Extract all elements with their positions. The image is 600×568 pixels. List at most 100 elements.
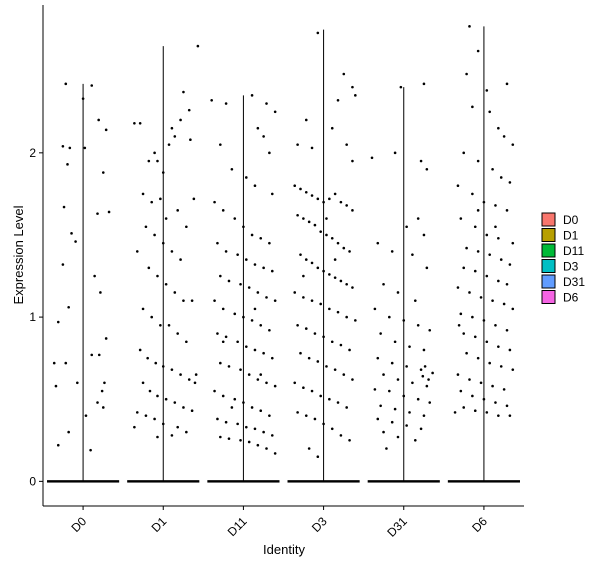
- data-point: [382, 430, 385, 434]
- data-point: [224, 335, 228, 339]
- data-point: [161, 422, 165, 426]
- data-point: [159, 197, 162, 201]
- data-point: [379, 332, 382, 335]
- data-point: [485, 340, 489, 344]
- data-point: [219, 361, 222, 365]
- y-tick-label: 0: [29, 474, 36, 488]
- data-point: [176, 332, 179, 335]
- data-point: [497, 236, 500, 240]
- data-point: [376, 417, 380, 421]
- data-point: [190, 409, 194, 413]
- data-point: [339, 343, 343, 347]
- data-point: [161, 241, 165, 245]
- data-point: [494, 324, 497, 327]
- data-point: [213, 200, 216, 204]
- data-point: [336, 241, 340, 245]
- data-point: [141, 192, 145, 196]
- x-tick-label: D11: [225, 514, 250, 539]
- data-point: [293, 184, 297, 187]
- data-point: [153, 417, 156, 421]
- data-point: [233, 217, 237, 220]
- violin-D0: [47, 82, 120, 483]
- data-point: [476, 250, 480, 253]
- data-point: [156, 159, 159, 163]
- data-point: [508, 348, 512, 352]
- data-point: [176, 425, 179, 429]
- data-point: [342, 246, 346, 250]
- data-point: [476, 209, 480, 212]
- data-point: [173, 291, 177, 294]
- data-point: [273, 452, 277, 455]
- data-point: [333, 276, 337, 279]
- data-point: [296, 324, 299, 327]
- data-point: [307, 356, 311, 360]
- data-point: [256, 126, 260, 130]
- data-point: [187, 108, 191, 112]
- y-tick-label: 2: [29, 146, 36, 160]
- data-point: [268, 151, 271, 155]
- data-point: [330, 340, 334, 344]
- data-point: [192, 197, 196, 201]
- data-point: [354, 94, 357, 97]
- data-point: [103, 381, 106, 385]
- data-point: [479, 381, 483, 385]
- data-point: [193, 381, 197, 385]
- data-point: [497, 279, 500, 283]
- data-point: [459, 312, 463, 316]
- data-point: [221, 340, 225, 344]
- data-point: [150, 315, 154, 319]
- data-point: [465, 246, 468, 250]
- data-point: [333, 368, 337, 371]
- data-point: [74, 240, 77, 243]
- data-point: [316, 455, 320, 459]
- data-point: [216, 332, 219, 335]
- data-point: [345, 143, 348, 146]
- data-point: [385, 447, 388, 450]
- data-point: [505, 328, 509, 332]
- data-point: [328, 273, 331, 276]
- data-point: [505, 82, 509, 86]
- data-point: [133, 121, 136, 125]
- data-point: [345, 204, 348, 207]
- data-point: [351, 286, 354, 289]
- data-point: [319, 302, 322, 306]
- data-point: [148, 389, 152, 393]
- data-point: [239, 368, 242, 371]
- data-point: [99, 291, 102, 294]
- data-point: [459, 389, 463, 393]
- data-point: [457, 324, 461, 327]
- data-point: [296, 143, 299, 146]
- data-point: [173, 135, 177, 138]
- data-point: [62, 205, 66, 209]
- data-point: [491, 384, 494, 388]
- data-point: [468, 25, 471, 28]
- data-point: [313, 417, 317, 421]
- data-point: [259, 409, 263, 413]
- data-point: [179, 118, 182, 122]
- data-point: [304, 190, 308, 194]
- data-point: [313, 223, 317, 227]
- data-point: [494, 204, 497, 207]
- data-point: [476, 49, 480, 53]
- data-point: [373, 388, 377, 391]
- data-point: [471, 394, 474, 398]
- data-point: [428, 401, 432, 404]
- data-point: [310, 194, 314, 197]
- data-point: [502, 302, 506, 306]
- data-point: [316, 266, 320, 270]
- data-point: [427, 378, 430, 381]
- data-point: [462, 332, 466, 335]
- data-point: [138, 121, 142, 125]
- data-point: [328, 307, 331, 311]
- data-point: [256, 378, 260, 381]
- data-point: [396, 291, 400, 294]
- y-axis-title: Expression Level: [11, 205, 26, 304]
- data-point: [322, 269, 325, 273]
- data-point: [390, 250, 394, 253]
- data-point: [233, 397, 237, 401]
- data-point: [270, 269, 274, 273]
- data-point: [416, 324, 420, 327]
- violin-D11: [207, 94, 280, 483]
- data-point: [302, 274, 305, 278]
